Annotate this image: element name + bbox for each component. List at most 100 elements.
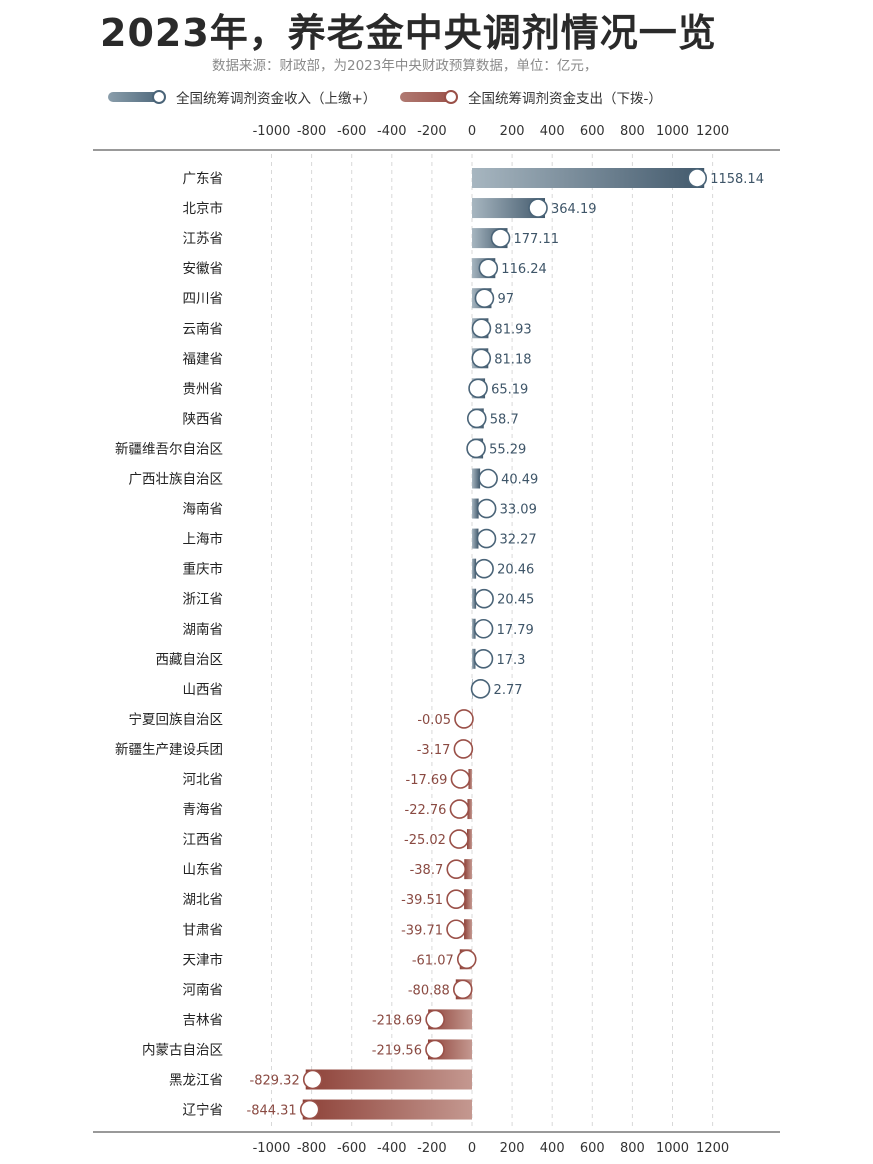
category-label: 宁夏回族自治区: [129, 711, 224, 728]
bar-end-marker: [456, 949, 477, 970]
bar: [464, 859, 472, 880]
bar-end-marker: [474, 288, 495, 309]
value-label: -3.17: [417, 743, 451, 758]
x-tick-label-bottom: -1000: [253, 1141, 291, 1156]
bar: [472, 168, 705, 188]
value-label: -0.05: [417, 713, 451, 728]
category-label: 新疆生产建设兵团: [115, 742, 223, 758]
x-tick-label-bottom: 1000: [656, 1141, 689, 1156]
bar-end-marker: [446, 859, 467, 879]
category-label: 河北省: [183, 772, 224, 788]
x-tick-label-top: 1000: [656, 124, 689, 139]
bar-end-marker: [446, 919, 466, 940]
x-tick-label-top: 400: [540, 124, 565, 139]
bar-end-marker: [470, 679, 491, 699]
value-label: 20.45: [497, 593, 534, 608]
value-label: 32.27: [499, 533, 536, 548]
value-label: -844.31: [247, 1104, 297, 1119]
category-label: 海南省: [183, 502, 224, 518]
bar: [472, 468, 481, 489]
bar-end-marker: [302, 1069, 323, 1090]
category-label: 甘肃省: [183, 922, 224, 938]
value-label: -17.69: [406, 773, 448, 788]
bar-end-marker: [476, 498, 497, 519]
x-tick-label-top: 200: [500, 124, 525, 139]
category-label: 四川省: [183, 291, 224, 307]
value-label: 65.19: [491, 382, 528, 397]
category-label: 陕西省: [183, 411, 224, 427]
x-tick-label-top: -800: [297, 124, 327, 139]
x-tick-label-bottom: 1200: [696, 1141, 729, 1156]
category-label: 江苏省: [183, 231, 224, 247]
bar-end-marker: [473, 618, 494, 639]
x-tick-label-top: 0: [468, 124, 476, 139]
x-tick-label-top: 600: [580, 124, 605, 139]
bar-end-marker: [476, 528, 497, 549]
bar-end-marker: [425, 1039, 445, 1060]
category-label: 广西壮族自治区: [129, 472, 224, 488]
bar-end-marker: [473, 648, 494, 669]
bar-end-marker: [446, 889, 466, 910]
category-label: 江西省: [183, 832, 224, 848]
legend-positive-swatch: [108, 90, 166, 104]
category-label: 上海市: [183, 531, 224, 548]
bar-end-marker: [490, 228, 511, 248]
category-label: 青海省: [183, 802, 224, 818]
bar: [302, 1099, 472, 1120]
value-label: 1158.14: [710, 172, 764, 187]
bar-end-marker: [478, 468, 498, 489]
x-tick-label-bottom: 400: [540, 1141, 565, 1156]
value-label: 58.7: [490, 412, 519, 427]
category-label: 内蒙古自治区: [142, 1042, 223, 1058]
value-label: -80.88: [408, 983, 450, 998]
value-label: 364.19: [551, 202, 597, 217]
legend-negative-swatch: [400, 90, 458, 104]
value-label: 33.09: [500, 503, 537, 518]
bar-end-marker: [450, 769, 471, 789]
bar-end-marker: [471, 348, 492, 369]
bar-end-marker: [454, 709, 474, 729]
chart-subtitle: 数据来源：财政部，为2023年中央财政预算数据，单位：亿元，: [212, 58, 598, 74]
bar: [472, 198, 546, 219]
x-tick-label-top: -1000: [253, 124, 291, 139]
page-title: 2023年，养老金中央调剂情况一览: [100, 11, 717, 55]
x-tick-label-bottom: -400: [377, 1141, 407, 1156]
category-label: 山东省: [183, 862, 224, 878]
x-tick-label-top: -600: [337, 124, 367, 139]
value-label: -39.71: [401, 923, 443, 938]
x-tick-label-top: -200: [417, 124, 447, 139]
category-label: 云南省: [183, 321, 224, 337]
category-label: 黑龙江省: [169, 1073, 223, 1089]
x-tick-label-bottom: 600: [580, 1141, 605, 1156]
bar-end-marker: [425, 1009, 445, 1030]
bar-end-marker: [474, 588, 494, 609]
bar-end-marker: [468, 378, 488, 399]
category-label: 贵州省: [183, 381, 224, 397]
category-label: 湖北省: [183, 892, 224, 908]
legend-positive: 全国统筹调剂资金收入（上缴+）: [108, 87, 376, 107]
category-label: 天津市: [183, 951, 224, 968]
bar: [305, 1069, 472, 1090]
legend-negative: 全国统筹调剂资金支出（下拨-）: [400, 87, 662, 107]
value-label: 20.46: [497, 563, 534, 578]
category-label: 河南省: [183, 982, 224, 998]
x-tick-label-top: -400: [377, 124, 407, 139]
x-tick-label-bottom: 200: [500, 1141, 525, 1156]
x-tick-label-top: 1200: [696, 124, 729, 139]
bar: [466, 829, 472, 850]
value-label: 81.93: [494, 322, 531, 337]
value-label: 17.79: [497, 623, 534, 638]
category-label: 福建省: [183, 351, 224, 367]
bar-end-marker: [528, 198, 548, 218]
category-label: 湖南省: [183, 622, 224, 638]
value-label: 55.29: [489, 442, 526, 457]
x-tick-label-bottom: 800: [620, 1141, 645, 1156]
bar-end-marker: [466, 408, 487, 429]
bar: [472, 588, 477, 609]
x-tick-label-bottom: 0: [468, 1141, 476, 1156]
value-label: -25.02: [404, 833, 446, 848]
bar-end-marker: [449, 799, 470, 819]
bar: [467, 799, 472, 820]
category-label: 重庆市: [183, 561, 224, 578]
